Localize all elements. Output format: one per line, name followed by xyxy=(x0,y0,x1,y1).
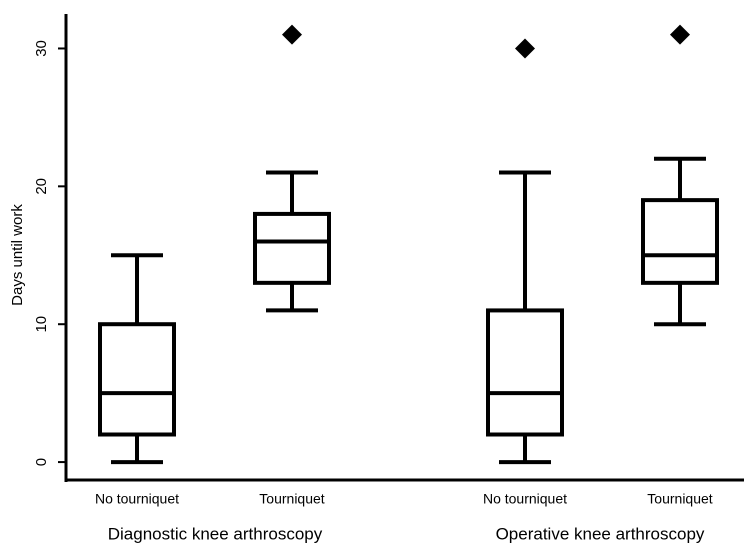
x-tick-label: No tourniquet xyxy=(95,491,179,507)
x-tick-label: Tourniquet xyxy=(259,491,324,507)
box xyxy=(253,211,331,285)
box xyxy=(641,198,719,285)
y-tick-label: 10 xyxy=(33,316,50,333)
y-tick-label: 30 xyxy=(33,40,50,57)
box xyxy=(486,308,564,437)
x-tick-label: No tourniquet xyxy=(483,491,567,507)
outlier xyxy=(515,38,535,59)
outlier xyxy=(670,24,690,45)
y-axis-label: Days until work xyxy=(9,204,26,306)
y-tick-label: 20 xyxy=(33,178,50,195)
outlier xyxy=(282,24,302,45)
y-tick-label: 0 xyxy=(33,458,50,466)
box xyxy=(98,322,176,437)
group-label: Diagnostic knee arthroscopy xyxy=(108,524,323,543)
x-tick-label: Tourniquet xyxy=(647,491,712,507)
group-label: Operative knee arthroscopy xyxy=(496,524,705,543)
